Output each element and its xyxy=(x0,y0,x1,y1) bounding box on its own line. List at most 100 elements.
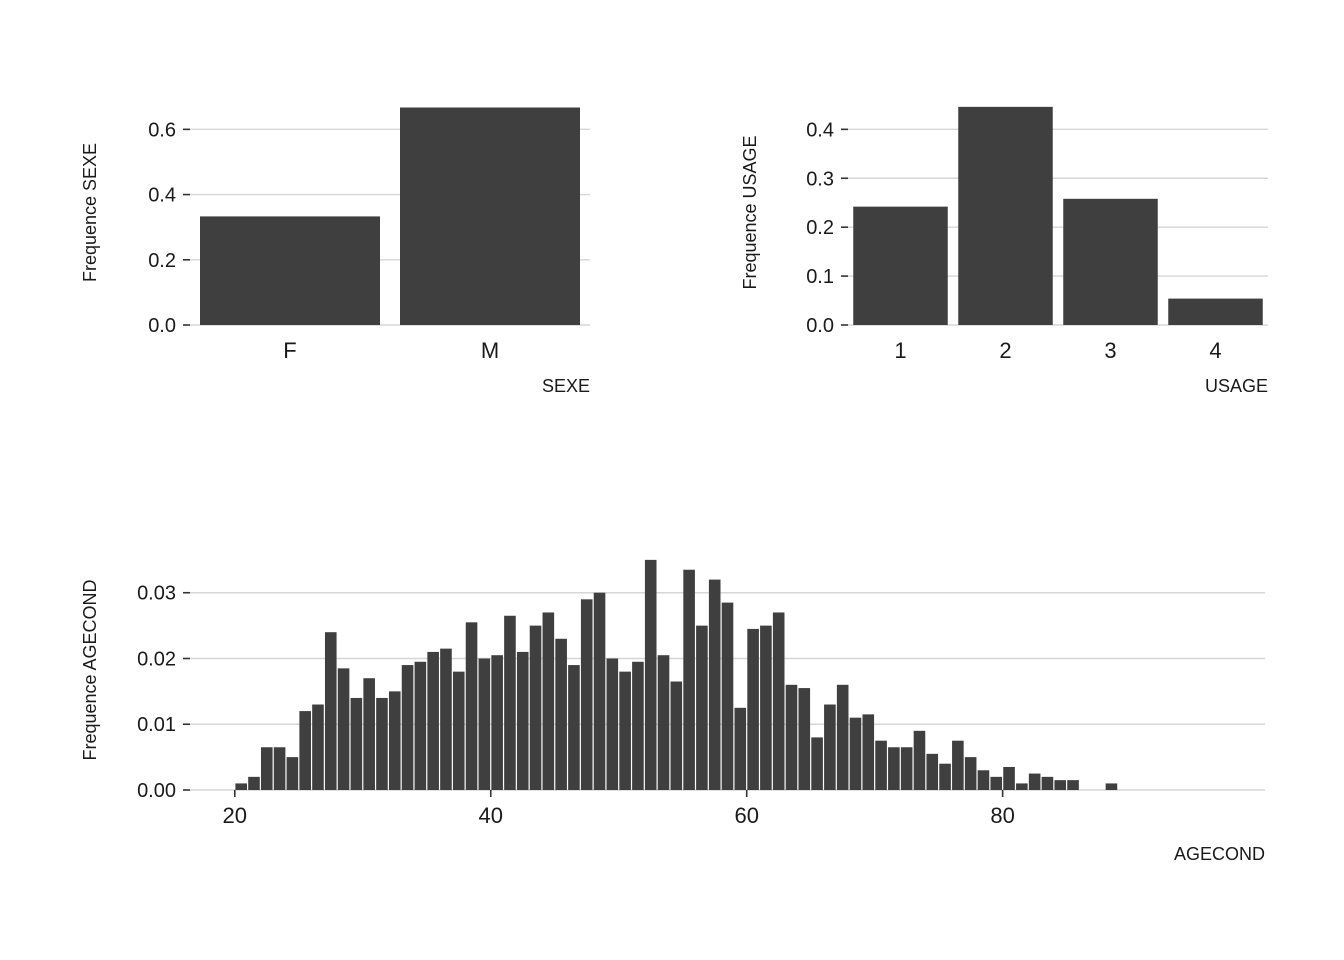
bar xyxy=(200,216,380,325)
bar xyxy=(696,625,708,790)
bar xyxy=(401,665,414,790)
bar xyxy=(491,655,503,790)
bar xyxy=(414,661,427,790)
bar xyxy=(299,711,311,790)
bar xyxy=(888,747,900,790)
bar xyxy=(785,684,798,790)
bar xyxy=(1003,766,1015,790)
bar xyxy=(427,651,439,790)
bar xyxy=(400,107,580,325)
bar xyxy=(853,206,948,325)
bar xyxy=(376,697,388,790)
y-tick-label: 0.01 xyxy=(137,714,176,736)
y-axis-label: Frequence USAGE xyxy=(740,135,760,289)
bar xyxy=(273,747,286,790)
y-tick-label: 0.03 xyxy=(137,583,176,605)
bar xyxy=(504,615,516,790)
y-tick-label: 0.2 xyxy=(806,217,834,239)
bar xyxy=(939,763,951,790)
agecond-frequency-histogram: 0.00 0.01 0.02 0.03 20 40 60 80 AGECOND Frequence… xyxy=(80,559,1265,864)
bar xyxy=(798,688,811,790)
x-tick-label: 2 xyxy=(999,338,1011,363)
bar xyxy=(747,628,759,790)
y-tick-label: 0.02 xyxy=(137,648,176,670)
y-axis-label: Frequence SEXE xyxy=(80,143,100,282)
bar xyxy=(958,106,1053,325)
bar xyxy=(875,740,887,790)
bar xyxy=(708,579,721,790)
bar xyxy=(849,717,862,790)
bar xyxy=(478,658,491,790)
bar xyxy=(644,559,657,790)
bar xyxy=(862,714,875,790)
x-axis-label: AGECOND xyxy=(1174,844,1265,864)
bar xyxy=(542,612,555,790)
bar xyxy=(1016,783,1028,790)
bar xyxy=(452,671,465,790)
y-tick-label: 0.4 xyxy=(148,185,176,207)
bar xyxy=(926,753,939,790)
bar xyxy=(760,625,772,790)
bar xyxy=(721,602,734,790)
bar xyxy=(772,612,785,790)
bar xyxy=(1054,780,1067,790)
bar xyxy=(363,678,375,790)
bar xyxy=(1028,773,1041,790)
bar xyxy=(811,737,823,790)
y-tick-label: 0.6 xyxy=(148,119,176,141)
x-tick-label: F xyxy=(283,338,296,363)
y-tick-label: 0.00 xyxy=(137,780,176,802)
bar xyxy=(337,668,350,790)
bar xyxy=(1063,198,1158,325)
y-tick-label: 0.2 xyxy=(148,250,176,272)
bar xyxy=(388,691,401,790)
sexe-frequency-bar-chart: 0.0 0.2 0.4 0.6 F M SEXE Frequence SEXE xyxy=(80,107,590,396)
bar xyxy=(1168,298,1263,325)
usage-frequency-bar-chart: 0.0 0.1 0.2 0.3 0.4 1 2 3 4 USAGE Frequence USAGE xyxy=(740,106,1268,396)
bar xyxy=(440,648,452,790)
bar xyxy=(683,569,695,790)
x-tick-label: 80 xyxy=(990,803,1014,828)
bar xyxy=(593,592,606,790)
bar xyxy=(286,757,299,790)
bar xyxy=(324,632,337,790)
x-tick-label: 60 xyxy=(734,803,758,828)
bar xyxy=(350,697,363,790)
bar xyxy=(670,681,683,790)
x-tick-label: 1 xyxy=(894,338,906,363)
bar xyxy=(235,783,247,790)
bar xyxy=(964,757,977,790)
bar xyxy=(1041,776,1054,790)
bar xyxy=(1105,783,1118,790)
y-tick-label: 0.4 xyxy=(806,119,834,141)
bar xyxy=(657,655,670,790)
bar xyxy=(952,740,964,790)
bar xyxy=(465,622,478,790)
bar xyxy=(516,651,529,790)
y-axis-label: Frequence AGECOND xyxy=(80,579,100,760)
bar xyxy=(260,747,273,790)
bar xyxy=(312,704,324,790)
bar xyxy=(529,625,542,790)
x-axis-label: SEXE xyxy=(542,376,590,396)
bar xyxy=(913,730,926,790)
bar xyxy=(606,658,619,790)
bar xyxy=(836,684,849,790)
bar xyxy=(734,707,747,790)
bar xyxy=(990,776,1003,790)
y-tick-label: 0.0 xyxy=(148,315,176,337)
y-tick-label: 0.1 xyxy=(806,266,834,288)
bar xyxy=(555,638,567,790)
bar xyxy=(977,770,990,790)
bar xyxy=(248,776,260,790)
bar xyxy=(619,671,631,790)
x-tick-label: 3 xyxy=(1104,338,1116,363)
bar xyxy=(900,747,913,790)
bar xyxy=(824,704,836,790)
x-tick-label: M xyxy=(481,338,499,363)
x-axis-label: USAGE xyxy=(1205,376,1268,396)
bar xyxy=(632,661,644,790)
bar xyxy=(568,665,580,790)
bar xyxy=(580,599,593,790)
